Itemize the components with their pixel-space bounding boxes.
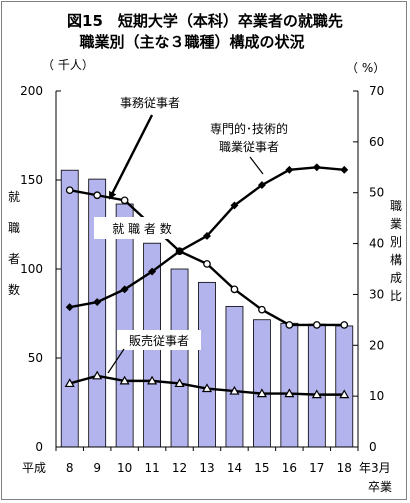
bar-10 bbox=[115, 203, 134, 448]
series-2-point-10 bbox=[119, 375, 130, 385]
bar-17 bbox=[307, 323, 326, 448]
bar-15 bbox=[252, 319, 271, 448]
right-axis-label-char: 成 bbox=[390, 271, 402, 285]
series-1-point-10 bbox=[120, 285, 129, 294]
series-1-point-14 bbox=[230, 201, 239, 210]
right-axis-label-char: 業 bbox=[390, 217, 402, 231]
series-1-point-11 bbox=[148, 267, 157, 276]
bar-16 bbox=[280, 322, 299, 448]
series-0-point-14 bbox=[230, 285, 239, 294]
x-tick-label: 16 bbox=[282, 461, 297, 475]
series-0-point-13 bbox=[203, 260, 211, 268]
series-1-point-8 bbox=[65, 303, 74, 312]
series-0-point-9 bbox=[93, 191, 102, 200]
series-1-point-13 bbox=[203, 231, 211, 240]
left-axis-label-char: 就 bbox=[8, 190, 20, 204]
series-2-point-16 bbox=[284, 388, 295, 398]
x-tick-label: 15 bbox=[254, 461, 269, 475]
series-1-point-18 bbox=[340, 165, 349, 174]
left-tick-label: 0 bbox=[35, 440, 43, 454]
series-2-point-17 bbox=[311, 389, 322, 399]
series-1-point-16 bbox=[285, 165, 294, 174]
left-tick-label: 50 bbox=[28, 351, 43, 365]
bar-18 bbox=[335, 325, 354, 448]
series-1-point-12 bbox=[175, 247, 184, 256]
x-tick-label: 9 bbox=[93, 461, 101, 475]
x-tick-label: 14 bbox=[227, 461, 242, 475]
right-axis-label-char: 職 bbox=[390, 199, 402, 213]
right-axis-unit: （ %） bbox=[346, 61, 385, 75]
right-axis-label-char: 構 bbox=[390, 253, 402, 267]
annotation-jimu: 事務従事者 bbox=[120, 96, 180, 110]
series-2-point-9 bbox=[92, 370, 103, 380]
series-2-point-12 bbox=[174, 378, 185, 388]
series-2-point-15 bbox=[256, 388, 267, 398]
right-tick-label: 60 bbox=[369, 135, 384, 149]
x-tick-label: 12 bbox=[172, 461, 187, 475]
annotation-hanbai: 販売従事者 bbox=[129, 333, 189, 348]
series-1-point-9 bbox=[93, 298, 102, 307]
series-1-point-15 bbox=[257, 181, 266, 190]
x-suffix-label: 年3月 bbox=[359, 461, 391, 475]
x-tick-label: 8 bbox=[66, 461, 74, 475]
right-tick-label: 40 bbox=[369, 237, 384, 251]
annotation-senmon-line2: 職業従事者 bbox=[219, 140, 279, 154]
annotation-senmon-line1: 専門的･技術的 bbox=[210, 121, 288, 136]
right-tick-label: 0 bbox=[369, 440, 377, 454]
x-tick-label: 18 bbox=[337, 461, 352, 475]
right-axis-label-char: 比 bbox=[390, 289, 402, 303]
series-0-point-16 bbox=[285, 321, 294, 329]
annotation-senmon-leader bbox=[249, 156, 264, 175]
annotation-shushoku: 就 職 者 数 bbox=[112, 221, 171, 236]
right-tick-label: 50 bbox=[369, 186, 384, 200]
x-suffix2-label: 卒業 bbox=[368, 480, 392, 494]
x-tick-label: 17 bbox=[309, 461, 324, 475]
left-tick-label: 150 bbox=[20, 173, 43, 187]
series-1-point-17 bbox=[312, 163, 321, 172]
x-prefix-label: 平成 bbox=[22, 461, 46, 475]
series-0-point-15 bbox=[258, 305, 266, 314]
annotation-jimu-arrow bbox=[108, 114, 154, 200]
axes-layer bbox=[55, 90, 359, 451]
series-2-point-14 bbox=[229, 385, 240, 395]
series-0-point-8 bbox=[65, 186, 74, 195]
left-tick-label: 200 bbox=[20, 84, 43, 98]
right-tick-label: 10 bbox=[369, 389, 384, 403]
right-tick-label: 70 bbox=[369, 84, 384, 98]
x-tick-label: 11 bbox=[144, 461, 159, 475]
series-0-point-10 bbox=[120, 196, 129, 205]
series-2-point-8 bbox=[64, 378, 75, 388]
lines-layer bbox=[64, 163, 350, 399]
right-tick-label: 20 bbox=[369, 338, 384, 352]
right-axis-label-char: 別 bbox=[390, 235, 402, 249]
annotation-hanbai-box bbox=[117, 330, 201, 350]
x-tick-label: 13 bbox=[199, 461, 214, 475]
series-2-point-18 bbox=[339, 389, 350, 399]
chart-title-line2: 職業別（主な３職種）構成の状況 bbox=[79, 33, 304, 51]
annotation-hanbai-leader bbox=[107, 348, 125, 374]
bars-layer bbox=[60, 169, 354, 448]
series-2-point-13 bbox=[201, 383, 213, 393]
right-tick-label: 30 bbox=[369, 287, 384, 301]
left-tick-label: 100 bbox=[20, 262, 43, 276]
left-axis-label-char: 職 bbox=[8, 221, 20, 235]
annotation-shushoku-box bbox=[94, 217, 190, 239]
labels-layer: 0 50 100 150 200 0 10 20 30 40 50 60 70 8 9 10 11 12 13 14 1… bbox=[8, 84, 402, 494]
left-axis-label-char: 者 bbox=[8, 252, 20, 266]
series-0-point-17 bbox=[312, 321, 321, 329]
left-axis-label-char: 数 bbox=[8, 282, 20, 297]
left-axis-unit: （ 千人） bbox=[42, 58, 94, 72]
chart-title-line1: 図15 短期大学（本科）卒業者の就職先 bbox=[67, 12, 343, 30]
series-0-point-18 bbox=[340, 321, 349, 329]
bar-14 bbox=[225, 305, 244, 448]
bar-13 bbox=[198, 281, 216, 448]
x-tick-label: 10 bbox=[117, 461, 132, 475]
bar-12 bbox=[170, 268, 189, 448]
series-2-point-11 bbox=[147, 375, 158, 385]
